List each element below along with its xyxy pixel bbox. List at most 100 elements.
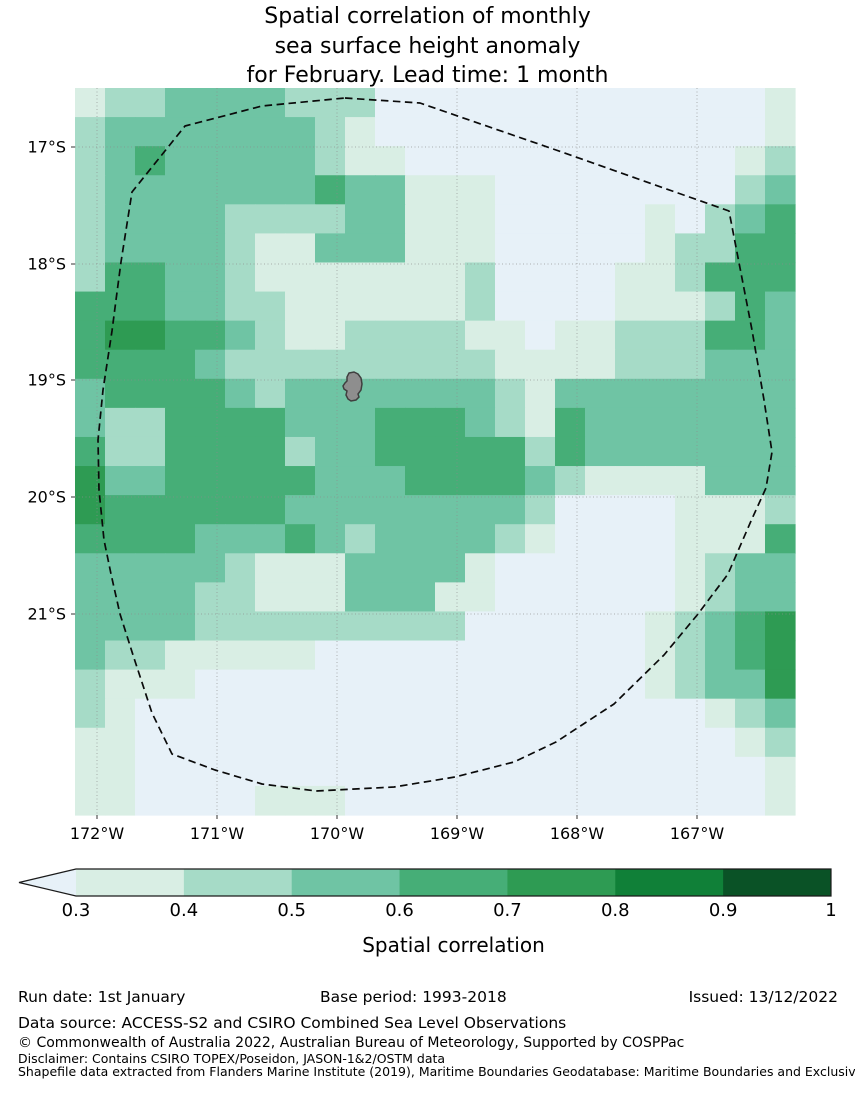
- heatmap-cell: [765, 785, 796, 816]
- colorbar-segment: [76, 869, 185, 896]
- run-date-text: Run date: 1st January: [18, 988, 186, 1006]
- heatmap-cell: [75, 669, 106, 700]
- heatmap-cell: [645, 524, 676, 554]
- heatmap-cell: [675, 88, 706, 118]
- heatmap-cell: [165, 466, 196, 496]
- colorbar: 0.3 0.4 0.5 0.6 0.7 0.8 0.9 1: [18, 868, 837, 921]
- heatmap-cell: [225, 349, 256, 380]
- heatmap-cell: [255, 117, 286, 147]
- heatmap-cell: [765, 146, 796, 176]
- heatmap-cell: [615, 727, 646, 758]
- heatmap-cell: [75, 291, 106, 322]
- heatmap-cell: [465, 756, 496, 787]
- heatmap-cell: [555, 204, 586, 234]
- heatmap-cell: [405, 233, 436, 264]
- heatmap-cell: [225, 466, 256, 496]
- heatmap-cell: [675, 524, 706, 554]
- heatmap-cell: [225, 436, 256, 467]
- heatmap-cell: [465, 698, 496, 729]
- heatmap-cell: [585, 582, 616, 613]
- heatmap-cell: [345, 436, 376, 467]
- heatmap-cell: [495, 495, 526, 525]
- heatmap-cell: [255, 640, 286, 671]
- heatmap-cell: [705, 88, 736, 118]
- heatmap-cell: [765, 582, 796, 613]
- heatmap-cell: [135, 204, 166, 234]
- heatmap-cell: [765, 553, 796, 583]
- heatmap-cell: [225, 785, 256, 816]
- heatmap-cell: [525, 495, 556, 525]
- heatmap-cell: [135, 262, 166, 293]
- heatmap-cell: [675, 291, 706, 322]
- heatmap-cell: [75, 466, 106, 496]
- heatmap-cell: [195, 466, 226, 496]
- heatmap-cell: [165, 320, 196, 351]
- heatmap-cell: [285, 669, 316, 700]
- heatmap-cell: [255, 349, 286, 380]
- heatmap-cell: [135, 640, 166, 671]
- colorbar-segment: [183, 869, 293, 896]
- heatmap-cell: [165, 88, 196, 118]
- heatmap-cell: [645, 262, 676, 293]
- heatmap-cell: [585, 466, 616, 496]
- heatmap-cell: [525, 756, 556, 787]
- heatmap-cell: [405, 146, 436, 176]
- colorbar-segment: [723, 869, 832, 896]
- heatmap-cell: [195, 233, 226, 264]
- heatmap-cell: [75, 524, 106, 554]
- heatmap-cell: [615, 117, 646, 147]
- heatmap-cell: [615, 698, 646, 729]
- heatmap-cell: [105, 204, 136, 234]
- heatmap-cell: [615, 466, 646, 496]
- heatmap-cell: [615, 553, 646, 583]
- heatmap-cell: [165, 262, 196, 293]
- heatmap-cell: [705, 291, 736, 322]
- x-tick-label: 167°W: [670, 824, 725, 843]
- heatmap-cell: [105, 117, 136, 147]
- heatmap-cell: [225, 495, 256, 525]
- heatmap-cell: [255, 146, 286, 176]
- heatmap-cell: [195, 204, 226, 234]
- heatmap-cell: [525, 378, 556, 409]
- heatmap-cell: [405, 524, 436, 554]
- heatmap-cell: [735, 756, 766, 787]
- heatmap-cell: [345, 756, 376, 787]
- heatmap-cell: [615, 146, 646, 176]
- heatmap-cell: [405, 669, 436, 700]
- heatmap-cell: [315, 204, 346, 234]
- heatmap-cell: [165, 727, 196, 758]
- heatmap-cell: [435, 611, 466, 642]
- heatmap-cell: [585, 669, 616, 700]
- heatmap-cell: [465, 436, 496, 467]
- heatmap-cell: [285, 640, 316, 671]
- heatmap-cell: [75, 175, 106, 205]
- heatmap-cell: [735, 204, 766, 234]
- heatmap-cell: [465, 553, 496, 583]
- heatmap-cell: [345, 611, 376, 642]
- heatmap-cell: [615, 262, 646, 293]
- heatmap-cell: [405, 117, 436, 147]
- x-axis-labels: 172°W 171°W 170°W 169°W 168°W 167°W: [70, 815, 725, 843]
- heatmap-cell: [435, 88, 466, 118]
- heatmap-cell: [495, 436, 526, 467]
- heatmap-cell: [345, 466, 376, 496]
- heatmap-cell: [705, 640, 736, 671]
- heatmap-cell: [105, 756, 136, 787]
- heatmap-cell: [75, 233, 106, 264]
- heatmap-cell: [255, 756, 286, 787]
- heatmap-cell: [225, 117, 256, 147]
- heatmap-cell: [525, 407, 556, 438]
- y-tick-label: 21°S: [27, 605, 66, 624]
- heatmap-cell: [345, 640, 376, 671]
- heatmap-cell: [195, 727, 226, 758]
- heatmap-cell: [285, 524, 316, 554]
- heatmap-cell: [525, 233, 556, 264]
- heatmap-cell: [75, 436, 106, 467]
- heatmap-cell: [255, 378, 286, 409]
- heatmap-cell: [225, 640, 256, 671]
- heatmap-cell: [315, 291, 346, 322]
- y-tick-label: 18°S: [27, 255, 66, 274]
- heatmap-cell: [465, 175, 496, 205]
- heatmap-cell: [195, 407, 226, 438]
- heatmap-cell: [555, 407, 586, 438]
